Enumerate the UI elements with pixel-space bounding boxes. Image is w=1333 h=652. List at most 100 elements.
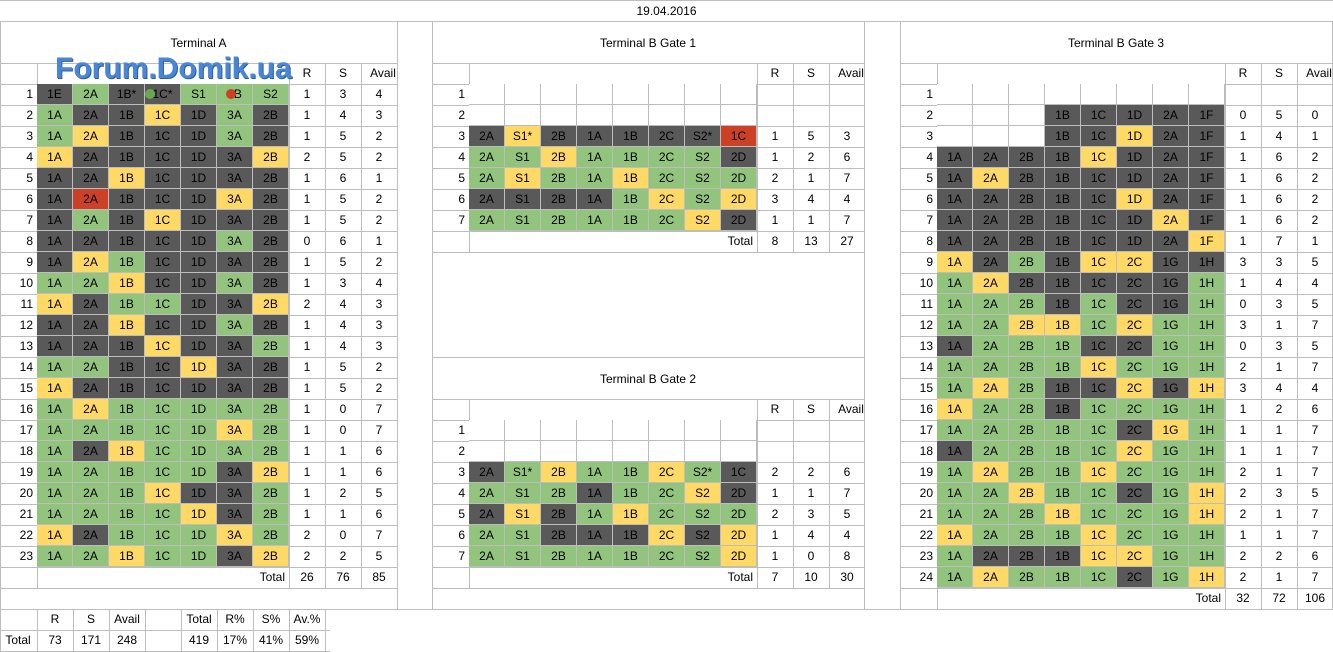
terminal_b2-seat[interactable]: 2C	[649, 462, 685, 483]
terminal_a-seat[interactable]: 1C	[145, 525, 181, 546]
terminal_a-seat[interactable]: 2A	[73, 483, 109, 504]
terminal_b2-seat[interactable]: 1B	[613, 483, 649, 504]
terminal_a-seat[interactable]: 1B	[109, 231, 145, 252]
terminal_a-seat[interactable]: 1A	[37, 462, 73, 483]
terminal_b1-seat[interactable]: S2	[685, 210, 721, 231]
terminal_a-seat[interactable]: 1A	[37, 483, 73, 504]
terminal_b3-seat[interactable]: 2B	[1009, 273, 1045, 294]
terminal_b1-seat[interactable]: 2B	[541, 147, 577, 168]
terminal_a-seat[interactable]: 2A	[73, 399, 109, 420]
terminal_b3-seat[interactable]: 2B	[1009, 252, 1045, 273]
terminal_b3-seat[interactable]: 1H	[1189, 525, 1225, 546]
terminal_a-seat[interactable]: 1A	[37, 273, 73, 294]
terminal_b3-seat[interactable]: 1C	[1081, 315, 1117, 336]
terminal_b3-seat[interactable]: 2B	[1009, 189, 1045, 210]
terminal_b3-seat[interactable]: 2A	[973, 210, 1009, 231]
terminal_b3-seat[interactable]: 2C	[1117, 525, 1153, 546]
terminal_a-seat[interactable]: 1A	[37, 525, 73, 546]
terminal_b3-seat[interactable]: 1H	[1189, 252, 1225, 273]
terminal_a-seat[interactable]: 2B	[253, 462, 289, 483]
terminal_b3-seat[interactable]: 1B	[1045, 252, 1081, 273]
terminal_b1-seat[interactable]: 2B	[541, 189, 577, 210]
terminal_b3-seat[interactable]: 1F	[1189, 168, 1225, 189]
terminal_b3-seat[interactable]	[937, 105, 973, 126]
terminal_b3-seat[interactable]: 2A	[973, 231, 1009, 252]
terminal_b1-seat[interactable]: S2	[685, 189, 721, 210]
terminal_b3-seat[interactable]: 2C	[1117, 336, 1153, 357]
terminal_b3-seat[interactable]: 2A	[973, 273, 1009, 294]
terminal_a-seat[interactable]: 1B	[109, 399, 145, 420]
terminal_b3-seat[interactable]: 1A	[937, 378, 973, 399]
terminal_b3-seat[interactable]: 2C	[1117, 483, 1153, 504]
terminal_a-seat[interactable]: 3A	[217, 294, 253, 315]
terminal_b3-seat[interactable]: 1D	[1117, 189, 1153, 210]
terminal_a-seat[interactable]: 2B	[253, 357, 289, 378]
terminal_b3-seat[interactable]: 2B	[1009, 483, 1045, 504]
terminal_b3-seat[interactable]: 2A	[1153, 105, 1189, 126]
terminal_a-seat[interactable]: 2A	[73, 168, 109, 189]
terminal_a-seat[interactable]: 1D	[181, 231, 217, 252]
terminal_b3-seat[interactable]: 1C	[1081, 147, 1117, 168]
terminal_a-seat[interactable]: 1C	[145, 315, 181, 336]
terminal_b3-seat[interactable]: 1H	[1189, 336, 1225, 357]
terminal_a-seat[interactable]: 2B	[253, 168, 289, 189]
terminal_b2-seat[interactable]: S1	[505, 525, 541, 546]
terminal_a-seat[interactable]: 1C	[145, 441, 181, 462]
terminal_b1-seat[interactable]: 2D	[721, 210, 757, 231]
terminal_a-seat[interactable]: 1A	[37, 189, 73, 210]
terminal_b3-seat[interactable]: 1B	[1045, 168, 1081, 189]
terminal_b1-seat[interactable]: 2D	[721, 189, 757, 210]
terminal_b2-seat[interactable]: 2A	[469, 525, 505, 546]
terminal_b3-seat[interactable]: 1G	[1153, 420, 1189, 441]
terminal_b3-seat[interactable]: 2A	[1153, 147, 1189, 168]
terminal_b2-seat[interactable]: S1*	[505, 462, 541, 483]
terminal_a-seat[interactable]: 1B	[109, 483, 145, 504]
terminal_b3-seat[interactable]: 2C	[1117, 504, 1153, 525]
terminal_b2-seat[interactable]: S2	[685, 546, 721, 567]
terminal_a-seat[interactable]: 1D	[181, 483, 217, 504]
terminal_a-seat[interactable]: 1B	[109, 378, 145, 399]
terminal_b3-seat[interactable]: 2C	[1117, 462, 1153, 483]
terminal_b3-seat[interactable]: 2B	[1009, 315, 1045, 336]
terminal_a-seat[interactable]: 1D	[181, 336, 217, 357]
terminal_b3-seat[interactable]: 1F	[1189, 210, 1225, 231]
terminal_b3-seat[interactable]: 2A	[1153, 126, 1189, 147]
terminal_b3-seat[interactable]: 1C	[1081, 462, 1117, 483]
terminal_a-seat[interactable]: 1A	[37, 294, 73, 315]
terminal_b1-seat[interactable]: 2A	[469, 126, 505, 147]
terminal_b1-seat[interactable]: 2B	[541, 168, 577, 189]
terminal_a-seat[interactable]: 1A	[37, 231, 73, 252]
terminal_b2-seat[interactable]: 2D	[721, 504, 757, 525]
terminal_b3-seat[interactable]: 2B	[1009, 504, 1045, 525]
terminal_b3-seat[interactable]: 1C	[1081, 210, 1117, 231]
terminal_a-seat[interactable]: 1C	[145, 399, 181, 420]
terminal_b3-seat[interactable]: 2A	[1153, 231, 1189, 252]
terminal_b3-seat[interactable]: 1B	[1045, 147, 1081, 168]
terminal_b1-seat[interactable]: S1	[505, 210, 541, 231]
terminal_b3-seat[interactable]: 2C	[1117, 420, 1153, 441]
terminal_a-seat[interactable]: 1D	[181, 525, 217, 546]
terminal_a-seat[interactable]: 1C	[145, 168, 181, 189]
terminal_a-seat[interactable]: 1B	[109, 105, 145, 126]
terminal_a-seat[interactable]: 1B	[109, 357, 145, 378]
terminal_a-seat[interactable]: 1A	[37, 336, 73, 357]
terminal_b3-seat[interactable]: 2C	[1117, 252, 1153, 273]
terminal_b3-seat[interactable]: 1C	[1081, 441, 1117, 462]
terminal_b3-seat[interactable]	[1009, 105, 1045, 126]
terminal_a-seat[interactable]: 1B*	[109, 84, 145, 105]
terminal_a-seat[interactable]: 1C	[145, 273, 181, 294]
terminal_b3-seat[interactable]: 2B	[1009, 420, 1045, 441]
terminal_a-seat[interactable]: 3A	[217, 336, 253, 357]
terminal_a-seat[interactable]: 2B	[253, 210, 289, 231]
terminal_b3-seat[interactable]: 2B	[1009, 294, 1045, 315]
terminal_b3-seat[interactable]: 1F	[1189, 126, 1225, 147]
terminal_b1-seat[interactable]: 2B	[541, 126, 577, 147]
terminal_b3-seat[interactable]: 2B	[1009, 462, 1045, 483]
terminal_a-seat[interactable]: 1C	[145, 420, 181, 441]
terminal_a-seat[interactable]: 1A	[37, 357, 73, 378]
terminal_b2-seat[interactable]: 2B	[541, 483, 577, 504]
terminal_b3-seat[interactable]: 1B	[1045, 231, 1081, 252]
terminal_a-seat[interactable]: 3A	[217, 441, 253, 462]
terminal_b3-seat[interactable]	[973, 126, 1009, 147]
terminal_a-seat[interactable]: 1C	[145, 378, 181, 399]
